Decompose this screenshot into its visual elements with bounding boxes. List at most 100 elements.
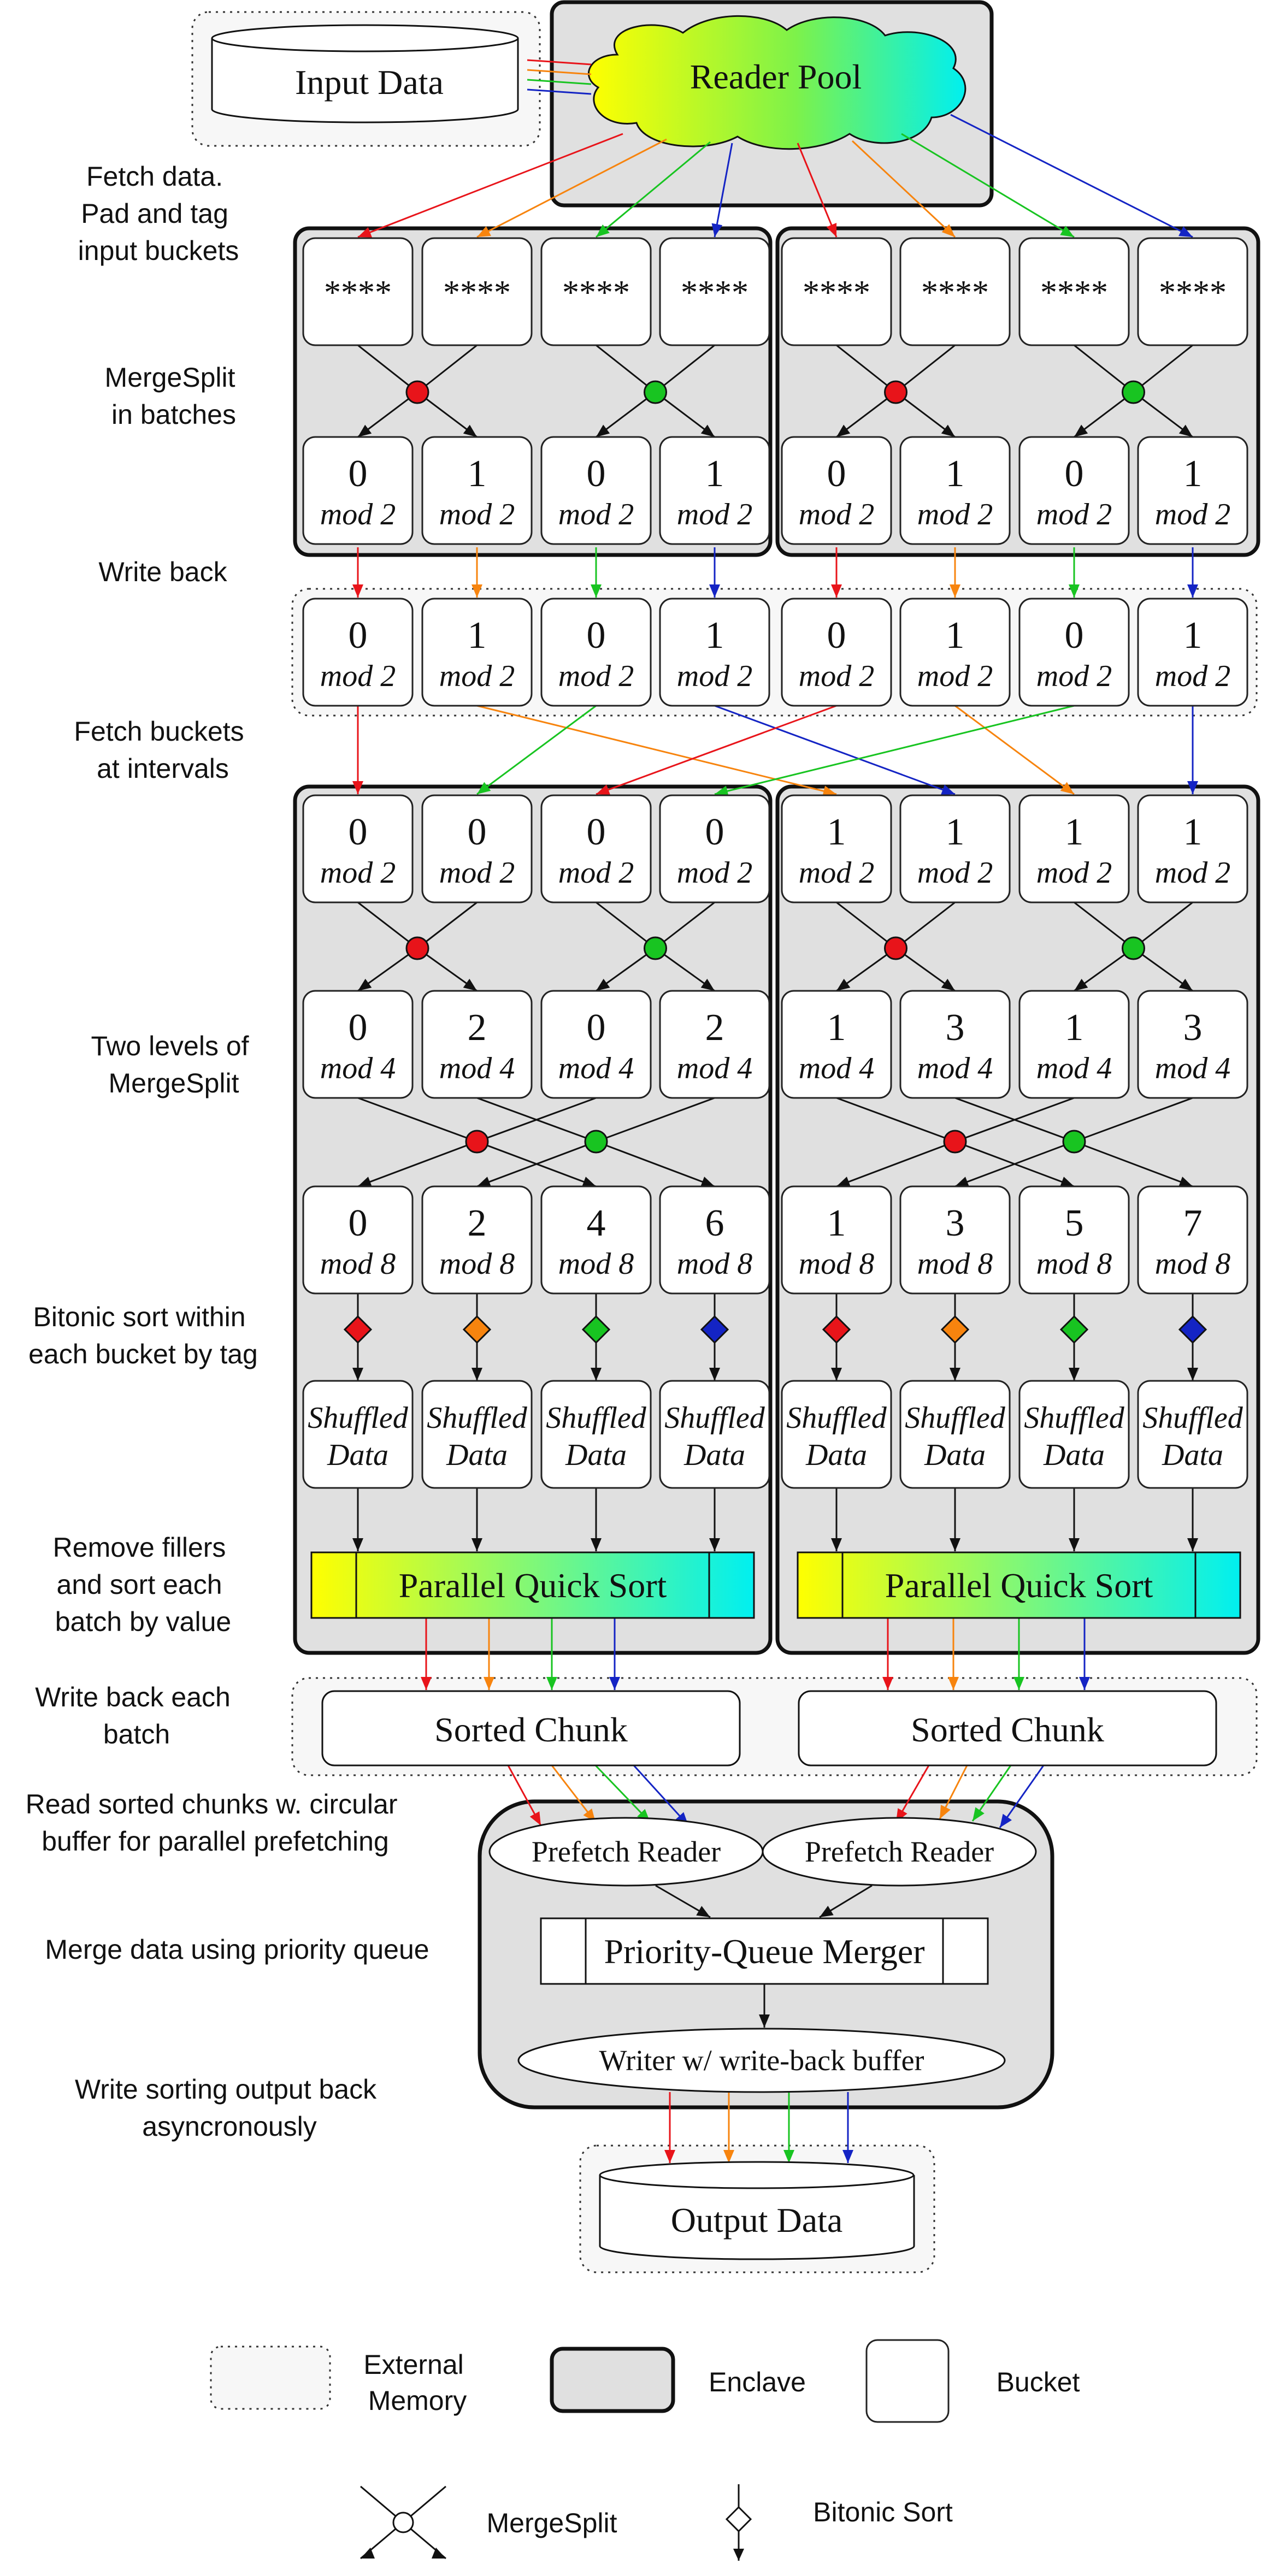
writer-to-output-arrow-3-head xyxy=(783,2150,794,2163)
bitonic-arrow-7-head xyxy=(1069,1368,1080,1381)
stage2-input-bucket-7-mod: mod 2 xyxy=(1036,856,1112,890)
stage2-input-bucket-1 xyxy=(302,794,414,903)
bitonic-diamond-5 xyxy=(822,1315,851,1344)
chunk-left-to-prefetch-arrow-1-head xyxy=(529,1811,541,1825)
shuffled-to-sort-arrow-1 xyxy=(352,1488,363,1551)
ms1-out-arrow-7-head xyxy=(1074,424,1088,437)
step-write-back: Write back xyxy=(98,557,227,587)
reader-pool-cloud: Reader Pool xyxy=(587,15,966,150)
step-fetch-intervals: Fetch buckets at intervals xyxy=(74,716,251,784)
ms1-output-bucket-4-number: 1 xyxy=(705,453,724,495)
ms1-output-bucket-2 xyxy=(421,436,533,545)
step-fetch-pad-tag: Fetch data. Pad and tag input buckets xyxy=(78,161,239,266)
output-data-cylinder: Output Data xyxy=(599,2161,915,2260)
chunk-right-to-prefetch-arrow-4-head xyxy=(1000,1813,1012,1828)
level1-bucket-5 xyxy=(781,990,892,1099)
external-bucket-8 xyxy=(1137,598,1248,707)
level2-bucket-6 xyxy=(899,1185,1011,1295)
level2-bucket-3-mod: mod 8 xyxy=(558,1247,634,1281)
level1-bucket-6 xyxy=(899,990,1011,1099)
write-back-arrow-1 xyxy=(352,547,363,598)
level2-bucket-8-number: 7 xyxy=(1183,1202,1203,1244)
ms1-out-arrow-1 xyxy=(357,391,418,438)
ms3-out-arrow-7-head xyxy=(1060,1177,1074,1187)
bitonic-diamond-6 xyxy=(940,1315,970,1344)
ms3-out-arrow-1 xyxy=(357,1141,478,1187)
external-bucket-8-number: 1 xyxy=(1183,615,1203,657)
level1-bucket-2-number: 2 xyxy=(468,1007,487,1049)
shuffled-bucket-2 xyxy=(421,1380,533,1489)
step-two-levels: Two levels of MergeSplit xyxy=(91,1031,257,1098)
input-bucket-6-stars: **** xyxy=(921,274,989,311)
sort-to-chunk-left-arrow-4-head xyxy=(609,1677,620,1690)
input-bucket-4 xyxy=(659,237,770,346)
ms2-out-arrow-3-head xyxy=(596,978,610,991)
ms2-out-arrow-4 xyxy=(655,947,715,992)
legend-enclave-swatch xyxy=(550,2347,675,2413)
fetch-interval-arrow-2 xyxy=(476,705,837,796)
ms1-out-arrow-8 xyxy=(1133,391,1193,438)
shuffled-bucket-6-line1: Shuffled xyxy=(905,1401,1006,1435)
ms3-out-arrow-8-shaft xyxy=(1074,1141,1193,1187)
ms3-in-line-4 xyxy=(596,1097,715,1143)
ms3-out-arrow-8-head xyxy=(1178,1177,1193,1187)
ms1-in-line-6 xyxy=(895,344,956,393)
stage2-input-bucket-3 xyxy=(540,794,652,903)
level2-bucket-5 xyxy=(781,1185,892,1295)
prefetch-left-to-merger-arrow-head xyxy=(696,1906,710,1917)
pool-to-input-arrow-6-shaft xyxy=(851,140,956,238)
ms1-in-line-8 xyxy=(1133,344,1193,393)
ms3-node-3 xyxy=(943,1130,967,1154)
legend-bucket-label: Bucket xyxy=(997,2367,1080,2397)
write-back-arrow-2-head xyxy=(472,584,482,598)
ms1-output-bucket-4 xyxy=(659,436,770,545)
bitonic-arrow-1-head xyxy=(352,1368,363,1381)
level2-bucket-4-number: 6 xyxy=(705,1202,724,1244)
write-back-arrow-1-head xyxy=(352,584,363,598)
ms2-node-2 xyxy=(644,936,667,960)
fetch-interval-arrow-8-head xyxy=(1187,781,1198,794)
sort-to-chunk-right-arrow-2 xyxy=(948,1618,959,1690)
ms1-node-3 xyxy=(884,380,907,404)
ms1-in-line-3 xyxy=(596,344,656,393)
ms2-in-line-2 xyxy=(417,901,478,949)
ms1-output-bucket-8-number: 1 xyxy=(1183,453,1203,495)
prefetch-left-to-merger-arrow xyxy=(655,1884,711,1918)
sort-to-chunk-left-arrow-1 xyxy=(421,1618,432,1690)
level2-bucket-4 xyxy=(659,1185,770,1295)
pool-to-input-arrow-3-head xyxy=(596,224,610,237)
ms2-in-line-4 xyxy=(655,901,715,949)
writer-to-output-arrow-4 xyxy=(842,2092,853,2163)
ms1-output-bucket-5-mod: mod 2 xyxy=(799,498,874,531)
stage2-input-bucket-4 xyxy=(659,794,770,903)
fetch-interval-arrow-5-shaft xyxy=(596,705,837,795)
prefetch-right-to-merger-arrow-head xyxy=(820,1906,834,1917)
ms1-out-arrow-3 xyxy=(596,391,656,438)
shuffled-to-sort-arrow-8-head xyxy=(1187,1538,1198,1551)
bitonic-arrow-4-head xyxy=(709,1368,720,1381)
input-bucket-3-stars: **** xyxy=(562,274,630,311)
ms3-node-4 xyxy=(1062,1130,1086,1154)
level1-bucket-3-mod: mod 4 xyxy=(558,1051,634,1085)
external-bucket-1-number: 0 xyxy=(349,615,368,657)
write-back-arrow-4-head xyxy=(709,584,720,598)
chunk-left-to-prefetch-arrow-1 xyxy=(507,1765,542,1826)
level2-bucket-8-mod: mod 8 xyxy=(1155,1247,1230,1281)
step-merge-pq: Merge data using priority queue xyxy=(45,1934,429,1965)
stage2-input-bucket-4-number: 0 xyxy=(705,811,724,853)
ms3-node-2 xyxy=(584,1130,608,1154)
external-bucket-4-mod: mod 2 xyxy=(677,659,752,693)
arrow-blue xyxy=(527,88,592,95)
level2-bucket-6-mod: mod 8 xyxy=(917,1247,993,1281)
fetch-interval-arrow-3-head xyxy=(477,782,491,794)
sort-to-chunk-right-arrow-1 xyxy=(882,1618,893,1690)
shuffled-bucket-6-line2: Data xyxy=(924,1438,986,1472)
pool-to-input-arrow-7-head xyxy=(1060,226,1074,237)
level2-bucket-2-number: 2 xyxy=(468,1202,487,1244)
ms2-out-arrow-6 xyxy=(895,947,956,992)
writer-to-output-arrow-3 xyxy=(783,2092,794,2163)
level1-bucket-8 xyxy=(1137,990,1248,1099)
writer-to-output-arrow-2 xyxy=(723,2092,734,2163)
shuffled-bucket-7-line2: Data xyxy=(1043,1438,1105,1472)
fetch-interval-arrow-7-shaft xyxy=(714,705,1075,795)
